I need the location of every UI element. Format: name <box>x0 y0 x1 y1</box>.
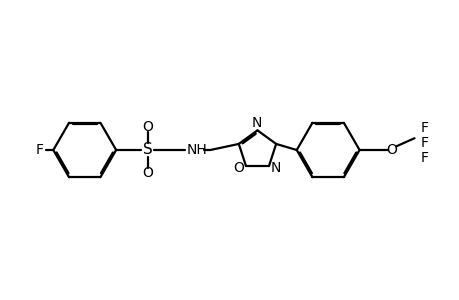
Text: F: F <box>420 122 427 135</box>
Text: O: O <box>142 120 153 134</box>
Text: O: O <box>233 161 244 175</box>
Text: S: S <box>142 142 152 158</box>
Text: N: N <box>270 161 280 175</box>
Text: F: F <box>420 151 427 165</box>
Text: F: F <box>420 136 427 150</box>
Text: O: O <box>386 143 397 157</box>
Text: NH: NH <box>186 143 207 157</box>
Text: N: N <box>251 116 261 130</box>
Text: O: O <box>142 166 153 180</box>
Text: F: F <box>35 143 44 157</box>
